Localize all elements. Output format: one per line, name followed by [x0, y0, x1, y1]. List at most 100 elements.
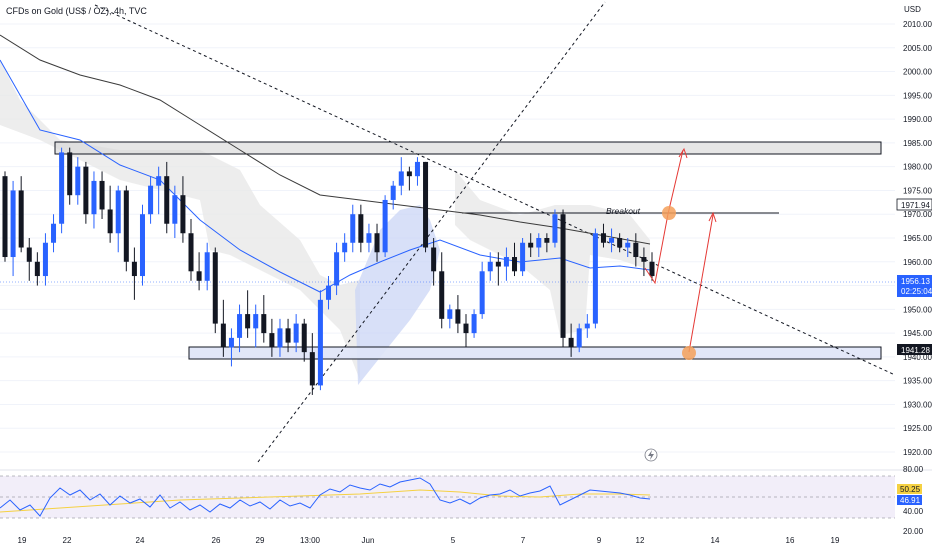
candle [180, 176, 186, 243]
candle-body [269, 333, 275, 348]
candle-body [51, 223, 57, 243]
rsi-ma-tag: 50.25 [900, 485, 921, 494]
chart-title: CFDs on Gold (US$ / OZ), 4h, TVC [6, 6, 147, 16]
price-tick-label: 1995.00 [903, 91, 932, 100]
candle [350, 204, 356, 253]
time-tick-label: 26 [212, 536, 221, 545]
candle-body [83, 166, 89, 215]
candle-body [317, 299, 323, 386]
current-price-tag-bg [897, 275, 932, 297]
candle [374, 223, 380, 262]
candle-body [237, 314, 243, 338]
candle-body [2, 176, 8, 258]
candle [512, 242, 518, 277]
candle-body [609, 238, 615, 243]
candle-body [600, 233, 606, 243]
candle-body [649, 261, 655, 277]
rsi-tag: 46.91 [900, 496, 921, 505]
time-axis[interactable]: 19 22 24 26 29 13:00 Jun 5 7 9 12 14 16 19 [18, 536, 840, 545]
candle-body [560, 214, 566, 338]
candle-body [285, 328, 291, 343]
candle-body [406, 171, 412, 177]
candle-body [107, 209, 113, 234]
candle-body [568, 337, 574, 348]
price-tick-label: 1975.00 [903, 186, 932, 195]
candle-body [423, 161, 429, 248]
forecast-arrow-up-2 [708, 211, 717, 223]
time-tick-label: 5 [451, 536, 456, 545]
price-tick-label: 1945.00 [903, 329, 932, 338]
candle [26, 238, 32, 281]
price-tick-label: 2005.00 [903, 44, 932, 53]
candle-body [172, 195, 178, 224]
candle [414, 157, 420, 186]
candle [91, 171, 97, 229]
time-tick-label: 29 [256, 536, 265, 545]
candle [285, 318, 291, 353]
candle-body [18, 190, 24, 248]
candle [2, 171, 8, 262]
candle-body [10, 190, 16, 258]
countdown-tag: 02:25:04 [901, 287, 932, 296]
price-tick-label: 1930.00 [903, 400, 932, 409]
candle-body [293, 323, 299, 343]
candle-body [641, 257, 647, 262]
candle [269, 318, 275, 357]
forecast-zigzag [644, 149, 684, 285]
currency-label: USD [904, 5, 921, 14]
candle [600, 223, 606, 248]
candle [42, 233, 48, 286]
candle [487, 252, 493, 281]
time-tick-label: 19 [831, 536, 840, 545]
candle-body [471, 314, 477, 334]
candle [325, 276, 332, 310]
time-tick-label: 16 [786, 536, 795, 545]
candle-body [528, 242, 534, 248]
candle [131, 247, 137, 300]
candle-body [536, 238, 542, 248]
support-marker [682, 346, 696, 360]
price-tick-label: 1990.00 [903, 115, 932, 124]
candle-body [188, 233, 194, 272]
candle-body [382, 199, 388, 253]
candle [625, 238, 631, 258]
candle [617, 233, 623, 253]
time-tick-label: 9 [597, 536, 602, 545]
candle-body [439, 271, 445, 319]
price-tick-label: 1985.00 [903, 139, 932, 148]
candle [641, 247, 647, 277]
breakout-marker [662, 206, 676, 220]
candle [18, 176, 24, 253]
candle-body [325, 285, 332, 300]
candle-body [59, 152, 65, 224]
candle [139, 204, 145, 286]
candle-body [520, 242, 526, 272]
candle [390, 180, 396, 210]
lightning-icon[interactable] [644, 448, 658, 462]
candle [439, 252, 445, 329]
candle-body [334, 252, 340, 286]
candle-body [390, 185, 396, 200]
support-zone [188, 346, 882, 360]
candle [293, 314, 299, 353]
candle-body [91, 180, 97, 215]
candle-body [180, 195, 186, 234]
candle-body [374, 233, 380, 253]
candle [334, 242, 340, 296]
candle-body [164, 176, 170, 224]
candle [148, 176, 154, 224]
candle-body [552, 214, 558, 243]
candle-body [42, 242, 48, 277]
candle [495, 252, 501, 286]
candle [34, 252, 40, 286]
candle-body [584, 323, 590, 329]
candle [576, 323, 582, 353]
candle [172, 185, 178, 238]
ma-short-line [0, 59, 651, 293]
price-tick-label: 2010.00 [903, 20, 932, 29]
candle-body [487, 261, 493, 272]
candle [317, 290, 323, 391]
price-axis[interactable]: 2010.00 2005.00 2000.00 1995.00 1990.00 1985.… [903, 20, 932, 536]
